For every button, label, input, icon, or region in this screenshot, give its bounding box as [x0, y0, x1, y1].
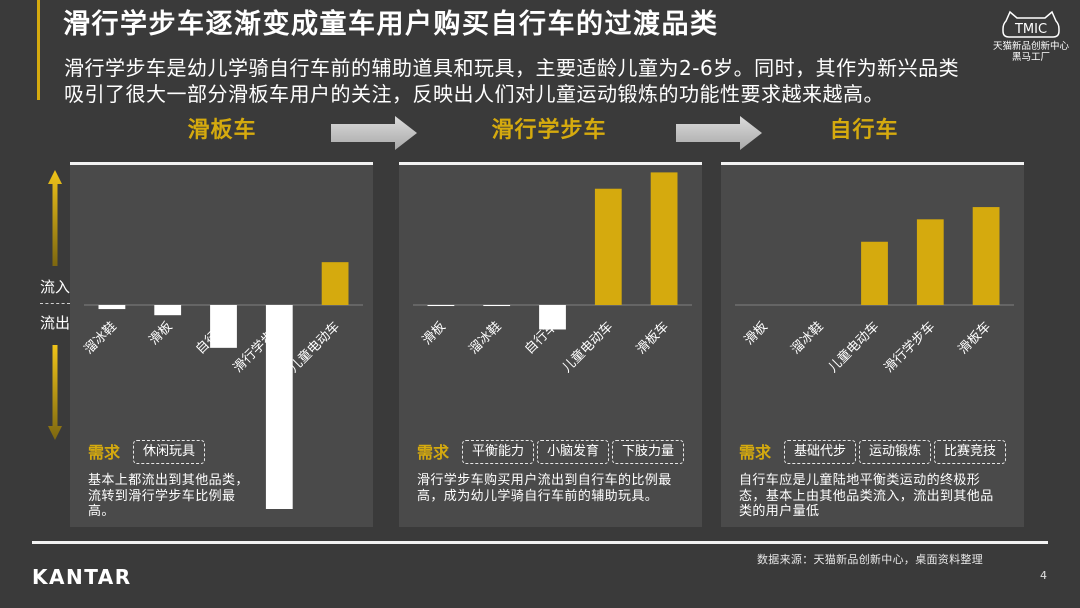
title-accent-bar: [37, 0, 40, 100]
subtitle-line-2: 吸引了很大一部分滑板车用户的关注，反映出人们对儿童运动锻炼的功能性要求越来越高。: [64, 82, 884, 106]
outflow-bar: [210, 305, 237, 348]
demand-tags: 休闲玩具: [133, 440, 206, 464]
demand-tag: 运动锻炼: [859, 440, 932, 464]
down-arrow-icon: [48, 345, 62, 440]
outflow-bar: [154, 305, 182, 316]
subtitle-line-1: 滑行学步车是幼儿学骑自行车前的辅助道具和玩具，主要适龄儿童为2-6岁。同时，其作…: [64, 56, 960, 80]
panel-description: 自行车应是儿童陆地平衡类运动的终极形 态，基本上由其他品类流入，流出到其他品 类…: [739, 473, 994, 520]
inflow-label: 流入: [40, 278, 71, 296]
heading-bicycle: 自行车: [829, 118, 899, 143]
category-label: 儿童电动车: [559, 319, 616, 376]
outflow-label: 流出: [40, 314, 71, 332]
chart-balance-bike: 滑板 溜冰鞋 自行车 儿童电动车 滑板车: [413, 172, 692, 376]
outflow-bar: [483, 305, 511, 307]
data-source-note: 数据来源：天猫新品创新中心，桌面资料整理: [757, 553, 983, 566]
logo-mark-text: TMIC: [1014, 22, 1047, 37]
outflow-bar: [427, 305, 455, 307]
category-label: 溜冰鞋: [81, 319, 120, 358]
demand-tags: 基础代步 运动锻炼 比赛竞技: [784, 440, 1007, 464]
panel-scooter: 溜冰鞋滑板自行车滑行学步车儿童电动车 需求 休闲玩具 基本上都流出到其他品类， …: [70, 162, 373, 527]
category-label: 溜冰鞋: [788, 319, 827, 358]
demand-tag: 下肢力量: [612, 440, 685, 464]
description-line: 流转到滑行学步车比例最: [88, 488, 236, 504]
page-number: 4: [1040, 569, 1047, 582]
outflow-bar: [265, 305, 293, 509]
category-label: 滑板车: [633, 319, 672, 358]
tmic-logo: TMIC 天猫新品创新中心 黑马工厂: [988, 9, 1074, 63]
inflow-bar: [321, 262, 349, 305]
demand-tag: 比赛竞技: [934, 440, 1007, 464]
demand-tag: 休闲玩具: [133, 440, 206, 464]
panel-balance-bike: 滑板 溜冰鞋 自行车 儿童电动车 滑板车 需求 平衡能力 小脑发育 下肢力量 滑行学步车…: [399, 162, 702, 527]
demand-label: 需求: [739, 443, 772, 462]
tmic-cat-logo-icon: TMIC: [1002, 10, 1060, 38]
outflow-bar: [98, 305, 126, 310]
footer-divider: [32, 541, 1048, 544]
logo-line-2: 黑马工厂: [1011, 52, 1050, 63]
right-arrow-icon: [331, 116, 417, 150]
right-arrow-icon: [676, 116, 762, 150]
demand-tags: 平衡能力 小脑发育 下肢力量: [462, 440, 685, 464]
category-label: 滑板: [420, 319, 449, 348]
category-label: 儿童电动车: [286, 319, 343, 376]
inflow-bar: [650, 172, 678, 305]
chart-scooter: 溜冰鞋滑板自行车滑行学步车儿童电动车: [81, 262, 363, 509]
panel-description: 滑行学步车购买用户流出到自行车的比例最 高，成为幼儿学骑自行车前的辅助玩具。: [417, 473, 672, 504]
kantar-logo: KANTAR: [32, 565, 132, 589]
description-line: 高，成为幼儿学骑自行车前的辅助玩具。: [417, 488, 659, 504]
demand-tag: 基础代步: [784, 440, 857, 464]
flow-divider: [40, 303, 70, 304]
category-label: 滑板: [147, 319, 176, 348]
description-line: 自行车应是儿童陆地平衡类运动的终极形: [739, 473, 981, 488]
heading-balance-bike: 滑行学步车: [491, 118, 607, 143]
description-line: 滑行学步车购买用户流出到自行车的比例最: [417, 473, 672, 488]
inflow-bar: [594, 188, 622, 305]
outflow-bar: [539, 305, 566, 330]
chart-bicycle: 滑板 溜冰鞋 儿童电动车 滑行学步车 滑板车: [735, 207, 1014, 376]
category-label: 溜冰鞋: [466, 319, 505, 358]
inflow-bar: [972, 207, 1000, 305]
heading-scooter: 滑板车: [187, 118, 257, 143]
panel-description: 基本上都流出到其他品类， 流转到滑行学步车比例最 高。: [88, 473, 249, 520]
flow-direction-arrows: [48, 170, 62, 440]
logo-line-1: 天猫新品创新中心: [992, 41, 1069, 52]
category-label: 滑行学步车: [881, 319, 938, 376]
description-line: 态，基本上由其他品类流入，流出到其他品: [739, 488, 994, 504]
category-label: 滑板: [742, 319, 771, 348]
description-line: 高。: [88, 504, 115, 519]
demand-tag: 平衡能力: [462, 440, 535, 464]
description-line: 基本上都流出到其他品类，: [88, 473, 249, 488]
panel-bicycle: 滑板 溜冰鞋 儿童电动车 滑行学步车 滑板车 需求 基础代步 运动锻炼 比赛竞技 自行车…: [721, 162, 1024, 527]
inflow-bar: [861, 241, 888, 305]
up-arrow-icon: [48, 170, 62, 266]
demand-label: 需求: [88, 443, 121, 462]
page-title: 滑行学步车逐渐变成童车用户购买自行车的过渡品类: [63, 9, 719, 40]
description-line: 类的用户量低: [739, 504, 820, 519]
demand-label: 需求: [417, 443, 450, 462]
inflow-bar: [916, 219, 944, 305]
demand-tag: 小脑发育: [537, 440, 610, 464]
category-label: 儿童电动车: [825, 319, 882, 376]
category-label: 滑板车: [955, 319, 994, 358]
